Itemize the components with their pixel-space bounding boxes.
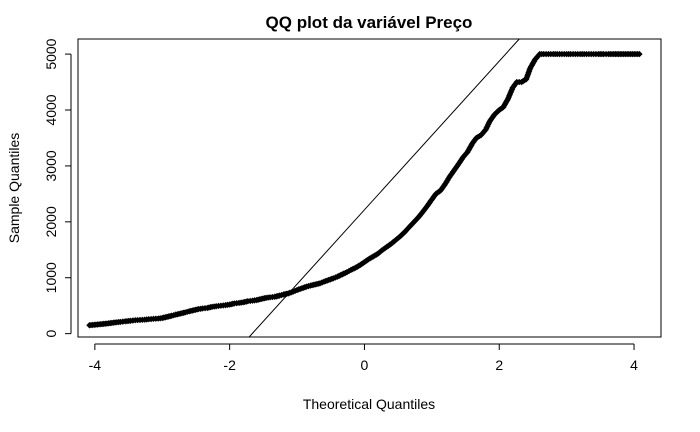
reference-line-group bbox=[248, 38, 520, 338]
y-axis-title: Sample Quantiles bbox=[6, 133, 22, 244]
y-tick-label: 3000 bbox=[43, 150, 59, 181]
qq-reference-line bbox=[248, 38, 520, 338]
chart-title: QQ plot da variável Preço bbox=[266, 13, 473, 32]
y-tick-label: 1000 bbox=[43, 262, 59, 293]
y-tick-label: 4000 bbox=[43, 94, 59, 125]
data-point bbox=[636, 50, 643, 58]
x-tick-label: 2 bbox=[495, 357, 503, 373]
data-points bbox=[86, 50, 643, 329]
x-tick-label: -2 bbox=[223, 357, 236, 373]
y-axis: 0 1000 2000 3000 4000 5000 bbox=[43, 38, 72, 338]
x-axis: -4 -2 0 2 4 bbox=[89, 343, 638, 373]
plot-area-frame bbox=[77, 38, 662, 338]
x-tick-label: 0 bbox=[361, 357, 369, 373]
x-tick-label: 4 bbox=[630, 357, 638, 373]
x-axis-title: Theoretical Quantiles bbox=[303, 396, 435, 412]
y-tick-label: 2000 bbox=[43, 206, 59, 237]
y-tick-label: 5000 bbox=[43, 38, 59, 69]
y-tick-label: 0 bbox=[43, 330, 59, 338]
x-tick-label: -4 bbox=[89, 357, 102, 373]
